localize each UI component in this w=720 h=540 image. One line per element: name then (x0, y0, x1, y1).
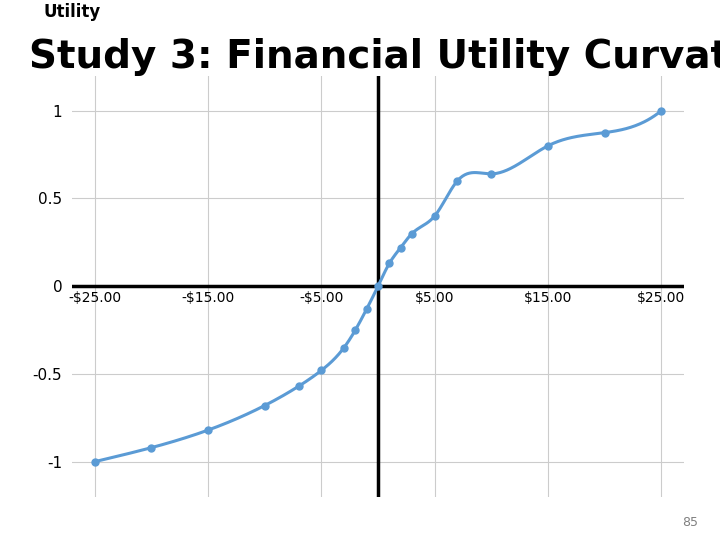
Text: Study 3: Financial Utility Curvature: Study 3: Financial Utility Curvature (29, 38, 720, 76)
Text: 85: 85 (683, 516, 698, 529)
Text: Utility: Utility (43, 3, 101, 21)
